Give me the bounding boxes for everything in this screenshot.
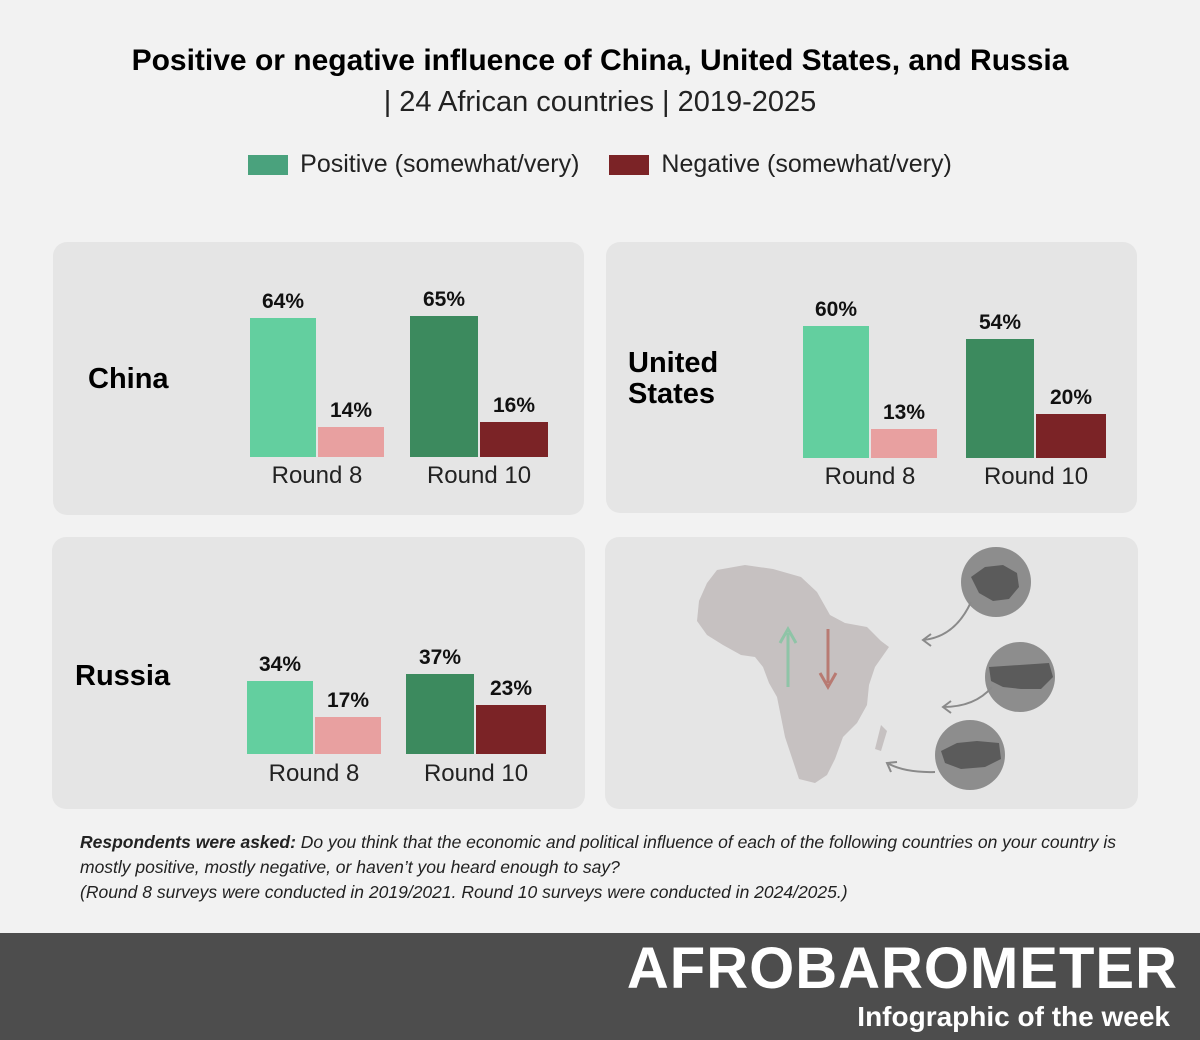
bar-china-round-10-positive <box>410 316 478 457</box>
map-illustration <box>697 547 1055 790</box>
panel-united-states: United States <box>606 242 1137 513</box>
bar-united-states-round-10-positive <box>966 339 1034 458</box>
china-globe-icon <box>961 547 1031 617</box>
connector-arrows <box>885 601 993 774</box>
value-label-united-states-round-10-positive: 54% <box>978 311 1022 334</box>
bar-russia-round-10-negative <box>476 705 546 754</box>
panel-china: China <box>53 242 584 515</box>
bar-united-states-round-8-positive <box>803 326 869 458</box>
country-label-china: China <box>88 363 169 395</box>
value-label-united-states-round-8-positive: 60% <box>814 298 858 321</box>
bar-united-states-round-8-negative <box>871 429 937 458</box>
africa-map-icon <box>697 565 889 783</box>
footer: AFROBAROMETER Infographic of the week <box>0 933 1200 1040</box>
round-label-china-round-8: Round 8 <box>271 462 363 489</box>
tagline: Infographic of the week <box>857 1001 1170 1032</box>
legend-label-negative: Negative (somewhat/very) <box>661 150 952 178</box>
value-label-china-round-10-positive: 65% <box>422 288 466 311</box>
question-note: Respondents were asked: Do you think tha… <box>80 830 1140 905</box>
legend-swatch-negative <box>609 154 650 175</box>
value-label-china-round-8-positive: 64% <box>261 290 305 313</box>
legend-label-positive: Positive (somewhat/very) <box>300 150 580 178</box>
round-label-russia-round-8: Round 8 <box>268 760 360 787</box>
page-subtitle: | 24 African countries | 2019-2025 <box>383 86 817 118</box>
up-arrow-icon <box>778 625 798 687</box>
russia-globe-icon <box>935 720 1005 790</box>
round-label-russia-round-10: Round 10 <box>423 760 529 787</box>
value-label-russia-round-8-negative: 17% <box>326 689 370 712</box>
bar-china-round-8-positive <box>250 318 316 457</box>
value-label-china-round-8-negative: 14% <box>329 399 373 422</box>
question-body: Do you think that the economic and polit… <box>80 832 1116 877</box>
legend-item-positive: Positive (somewhat/very) <box>248 150 579 179</box>
round-label-united-states-round-8: Round 8 <box>824 463 916 490</box>
country-label-united-states: United States <box>628 347 719 410</box>
round-label-china-round-10: Round 10 <box>426 462 532 489</box>
value-label-united-states-round-10-negative: 20% <box>1049 386 1093 409</box>
legend: Positive (somewhat/very) Negative (somew… <box>0 150 1200 179</box>
page-title: Positive or negative influence of China,… <box>131 44 1069 77</box>
legend-swatch-positive <box>248 154 289 175</box>
country-label-russia: Russia <box>75 660 171 692</box>
value-label-russia-round-10-negative: 23% <box>489 677 533 700</box>
bar-russia-round-8-negative <box>315 717 381 754</box>
panel-map <box>605 537 1138 809</box>
down-arrow-icon <box>818 629 838 691</box>
usa-globe-icon <box>985 642 1055 712</box>
value-label-russia-round-8-positive: 34% <box>258 653 302 676</box>
value-label-china-round-10-negative: 16% <box>492 394 536 417</box>
brand-logo: AFROBAROMETER <box>626 936 1178 1001</box>
rounds-note: (Round 8 surveys were conducted in 2019/… <box>80 882 848 902</box>
question-lead: Respondents were asked: <box>80 832 296 852</box>
legend-item-negative: Negative (somewhat/very) <box>609 150 952 179</box>
bar-russia-round-8-positive <box>247 681 313 754</box>
value-label-russia-round-10-positive: 37% <box>418 646 462 669</box>
bar-china-round-8-negative <box>318 427 384 457</box>
bar-russia-round-10-positive <box>406 674 474 754</box>
question-text: Respondents were asked: Do you think tha… <box>80 830 1140 880</box>
bar-china-round-10-negative <box>480 422 548 457</box>
madagascar-map-icon <box>875 725 887 751</box>
bar-united-states-round-10-negative <box>1036 414 1106 458</box>
value-label-united-states-round-8-negative: 13% <box>882 401 926 424</box>
round-label-united-states-round-10: Round 10 <box>983 463 1089 490</box>
panel-russia: Russia <box>52 537 585 809</box>
